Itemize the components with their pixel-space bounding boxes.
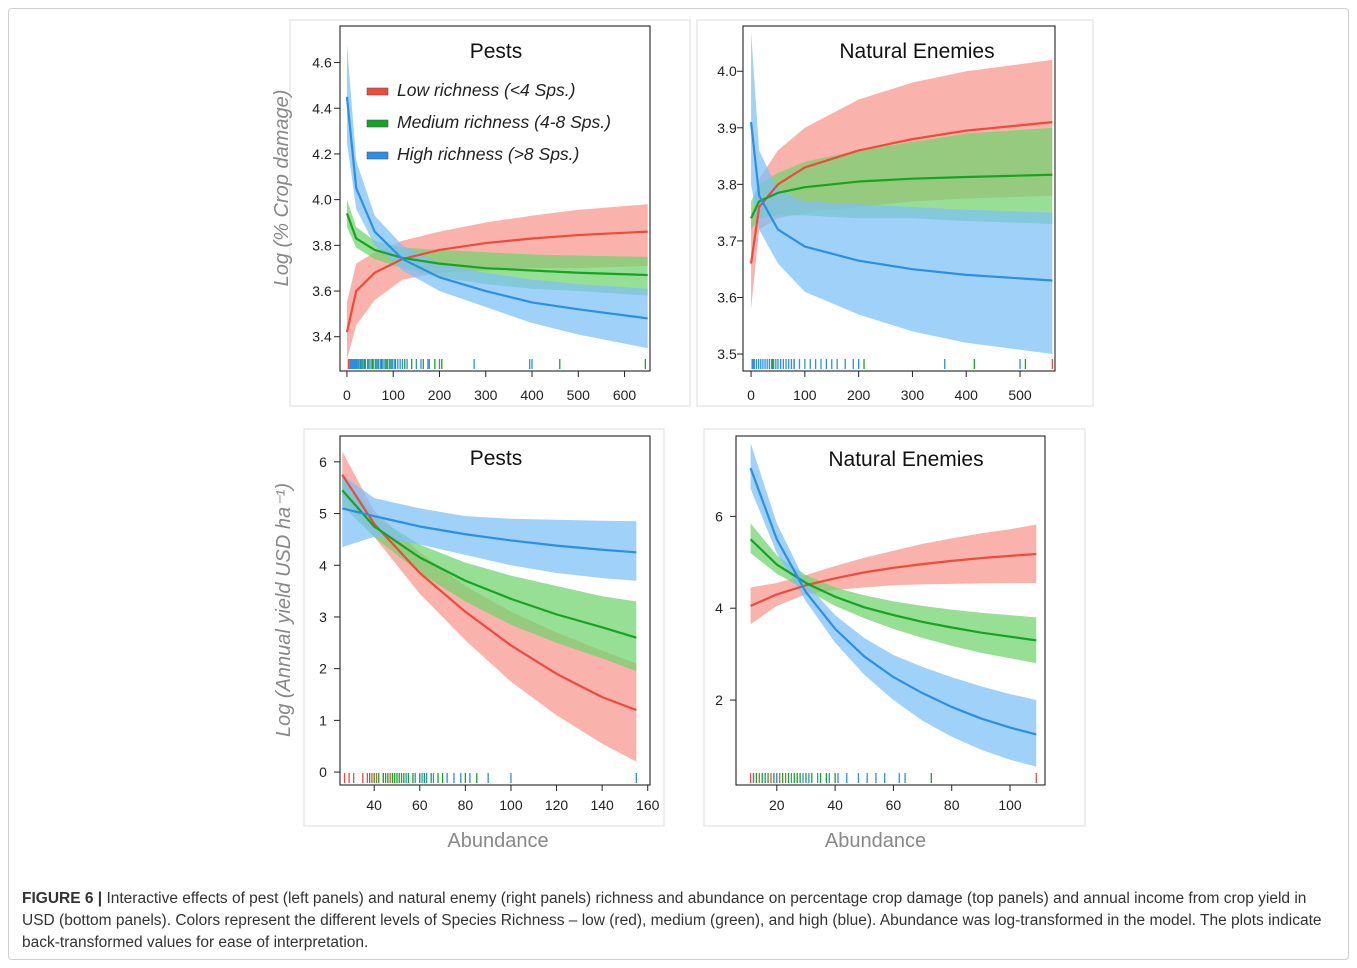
chart-panel-1: 0 100 200 300 400 500 600 3.4 3.6 3.8 4.0 4.2 4.4 4.6… xyxy=(271,19,691,407)
x-tick-label: 500 xyxy=(567,387,591,403)
y-tick-label: 3 xyxy=(319,609,327,625)
confidence-band-high xyxy=(751,31,1053,355)
series-line-medium xyxy=(345,212,648,277)
confidence-band-high xyxy=(342,474,637,581)
figure-6-chart-grid: 0 100 200 300 400 500 6003.43.63.84.04.24.44.6… xyxy=(271,19,1094,852)
y-tick-label: 3.9 xyxy=(717,120,737,136)
x-tick-label: 300 xyxy=(901,387,925,403)
y-tick-label: 1 xyxy=(319,712,327,728)
x-tick-label: 300 xyxy=(474,387,498,403)
legend-label-high: High richness (>8 Sps.) xyxy=(397,144,579,164)
y-tick-label: 3.6 xyxy=(312,283,332,299)
confidence-band-high xyxy=(750,442,1037,767)
y-tick-label: 4 xyxy=(715,600,723,616)
y-tick-label: 5 xyxy=(319,506,327,522)
y-tick-label: 3.4 xyxy=(312,329,332,345)
chart-title: Natural Enemies xyxy=(839,40,994,63)
x-tick-label: 120 xyxy=(545,797,569,813)
x-tick-label: 100 xyxy=(382,387,406,403)
series-line-low xyxy=(750,552,1037,607)
x-tick-label: 0 xyxy=(343,387,351,403)
x-tick-label: 0 xyxy=(747,387,755,403)
y-tick-label: 4.4 xyxy=(312,100,332,116)
series-line-high xyxy=(345,96,648,320)
legend-swatch-medium xyxy=(366,119,389,128)
y-tick-label: 3.5 xyxy=(717,346,737,362)
x-tick-label: 60 xyxy=(412,797,428,813)
confidence-band-medium xyxy=(342,474,637,672)
series-line-high xyxy=(342,507,637,554)
x-tick-label: 500 xyxy=(1008,387,1032,403)
chart-title: Pests xyxy=(470,40,523,63)
figure-frame xyxy=(8,8,1349,960)
y-tick-label: 2 xyxy=(715,692,723,708)
y-tick-label: 2 xyxy=(319,661,327,677)
x-tick-label: 100 xyxy=(998,797,1022,813)
y-tick-label: 4.0 xyxy=(717,63,737,79)
x-tick-label: 600 xyxy=(613,387,637,403)
chart-title: Pests xyxy=(470,447,523,470)
chart-title: Natural Enemies xyxy=(828,448,983,471)
x-tick-label: 80 xyxy=(944,797,960,813)
x-tick-label: 100 xyxy=(793,387,817,403)
x-tick-label: 200 xyxy=(847,387,871,403)
x-tick-label: 400 xyxy=(520,387,544,403)
caption-label: FIGURE 6 | xyxy=(22,890,103,907)
plot-box xyxy=(339,25,651,372)
y-tick-label: 4.6 xyxy=(312,55,332,71)
x-axis-label: Abundance xyxy=(825,830,926,852)
confidence-band-low xyxy=(346,204,648,360)
legend-label-medium: Medium richness (4-8 Sps.) xyxy=(397,112,611,132)
y-tick-label: 3.8 xyxy=(717,176,737,192)
x-tick-label: 40 xyxy=(827,797,843,813)
x-tick-label: 80 xyxy=(458,797,474,813)
chart-panel-4: 20 40 60 80 100 2 4 6 Natural Enemies Abundance xyxy=(703,428,1086,852)
series-line-high xyxy=(749,122,1053,282)
chart-panel-3: 40 60 80 100 120 140 160 0 1 2 3 4 5 6 Pests Abundance L… xyxy=(273,428,665,852)
confidence-band-high xyxy=(346,44,648,349)
chart-panel-2: 0 100 200 300 400 500 3.5 3.6 3.7 3.8 3.9 4.0 Natura… xyxy=(696,19,1094,407)
x-tick-label: 40 xyxy=(366,797,382,813)
confidence-band-medium xyxy=(750,523,1037,664)
x-axis-label: Abundance xyxy=(447,830,548,852)
x-tick-label: 200 xyxy=(428,387,452,403)
y-tick-label: 3.6 xyxy=(717,289,737,305)
plot-box xyxy=(742,25,1056,372)
plot-box xyxy=(735,435,1046,786)
x-tick-label: 140 xyxy=(590,797,614,813)
legend-swatch-high xyxy=(366,151,389,160)
x-tick-label: 60 xyxy=(886,797,902,813)
y-tick-label: 3.8 xyxy=(312,237,332,253)
series-line-low xyxy=(345,230,648,333)
y-tick-label: 6 xyxy=(715,508,723,524)
confidence-band-low xyxy=(750,524,1037,625)
plot-box xyxy=(339,435,651,786)
x-tick-label: 100 xyxy=(499,797,523,813)
legend-label-low: Low richness (<4 Sps.) xyxy=(397,80,575,100)
y-tick-label: 0 xyxy=(319,764,327,780)
caption-text: Interactive effects of pest (left panels… xyxy=(22,890,1322,951)
x-tick-label: 160 xyxy=(636,797,660,813)
y-tick-label: 4.0 xyxy=(312,192,332,208)
series-line-high xyxy=(749,467,1037,736)
figure-caption: FIGURE 6 | Interactive effects of pest (… xyxy=(22,888,1342,954)
x-tick-label: 20 xyxy=(769,797,785,813)
legend-swatch-low xyxy=(366,87,389,96)
series-line-medium xyxy=(749,538,1037,642)
y-tick-label: 4.2 xyxy=(312,146,332,162)
series-line-medium xyxy=(341,489,637,639)
y-tick-label: 3.7 xyxy=(717,233,737,249)
x-tick-label: 400 xyxy=(955,387,979,403)
y-axis-label: Log (Annual yield USD ha⁻¹) xyxy=(273,483,295,737)
y-tick-label: 6 xyxy=(319,454,327,470)
y-axis-label: Log (% Crop damage) xyxy=(271,90,293,287)
legend: Low richness (<4 Sps.) Medium richness (4… xyxy=(366,80,611,164)
y-tick-label: 4 xyxy=(319,557,327,573)
